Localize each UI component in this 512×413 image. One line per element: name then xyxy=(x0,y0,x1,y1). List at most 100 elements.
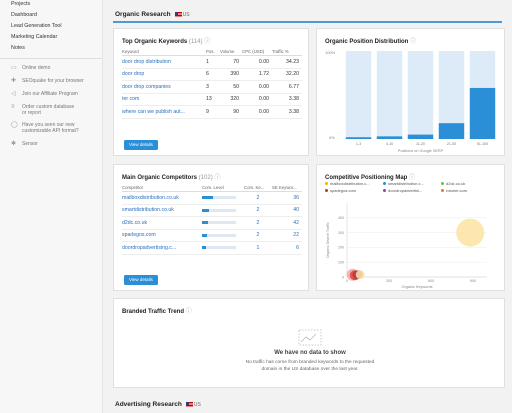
competitors-table: Competitor Com. Level Com. Ke... SE Keyw… xyxy=(122,183,302,255)
position-distribution-chart: 100% 0% 1-3 4-10 11-20 21-50 51-100 Positions o… xyxy=(325,50,496,153)
legend-item[interactable]: doordropadvertisi... xyxy=(383,188,441,193)
competitor-link[interactable]: mailboxdistribution.co.uk xyxy=(122,194,179,201)
col-keyword[interactable]: Keyword xyxy=(122,48,139,54)
position-value: 13 xyxy=(206,96,212,103)
legend-label: smartdistribution.c... xyxy=(388,181,424,186)
sidebar-link-custom-database[interactable]: ≡ Order custom database or report xyxy=(0,104,102,122)
competitor-link[interactable]: d2dc.co.uk xyxy=(122,219,148,226)
keyword-link[interactable]: door drop companies xyxy=(122,83,171,90)
bar[interactable] xyxy=(407,134,434,139)
x-tick-label: 900 xyxy=(470,279,476,283)
col-com-level[interactable]: Com. Level xyxy=(202,184,224,190)
legend-item[interactable]: roturier.com xyxy=(441,188,499,193)
legend-item[interactable]: sparlegos.com xyxy=(325,188,383,193)
info-icon[interactable]: ⓘ xyxy=(214,175,221,181)
com-keywords-value[interactable]: 2 xyxy=(256,194,260,201)
col-com-keywords[interactable]: Com. Ke... xyxy=(244,184,265,190)
card-title: Competitive Positioning Map ⓘ xyxy=(325,172,415,181)
volume-value: 70 xyxy=(233,58,239,65)
main-content: Organic Research US Top Organic Keywords … xyxy=(103,0,512,413)
bar[interactable] xyxy=(438,123,465,139)
table-row: ter com 13 320 0.00 3.38 xyxy=(122,94,302,106)
sidebar-link-api-format[interactable]: ◯ Have you seen our new customizable API… xyxy=(0,122,102,141)
sidebar-item-lead-generation[interactable]: Lead Generation Tool xyxy=(11,23,62,29)
traffic-value: 3.38 xyxy=(288,108,299,115)
keyword-link[interactable]: where can we publish aut... xyxy=(122,108,185,115)
col-cpc[interactable]: CPC (USD) xyxy=(242,48,265,54)
keywords-view-details-button[interactable]: View details xyxy=(124,140,158,150)
table-row: doordropadvertising.c... 1 6 xyxy=(122,242,302,255)
keyword-link[interactable]: door drop xyxy=(122,71,145,78)
competitor-link[interactable]: sparlegos.com xyxy=(122,232,156,239)
se-keywords-value[interactable]: 6 xyxy=(296,244,299,251)
sidebar-link-seoquake[interactable]: ✚ SEOquake for your browser xyxy=(0,78,102,91)
se-keywords-value[interactable]: 36 xyxy=(293,194,299,201)
legend-dot-icon xyxy=(441,182,444,186)
sidebar-item-projects[interactable]: Projects xyxy=(11,1,31,7)
info-icon[interactable]: ⓘ xyxy=(409,175,416,181)
table-row: door drop 6 390 1.72 32.20 xyxy=(122,69,302,81)
col-competitor[interactable]: Competitor xyxy=(122,184,144,190)
bar-background xyxy=(376,51,403,139)
cpc-value: 0.00 xyxy=(258,108,269,115)
col-se-keywords[interactable]: SE Keywor... xyxy=(272,184,297,190)
main-organic-competitors-card: Main Organic Competitors (102) ⓘ Competi… xyxy=(113,164,309,291)
com-keywords-value[interactable]: 2 xyxy=(256,232,260,239)
x-tick-label: 0 xyxy=(346,279,348,283)
sidebar-link-label: Online demo xyxy=(22,65,51,71)
col-traffic[interactable]: Traffic % xyxy=(272,48,289,54)
legend-dot-icon xyxy=(441,189,444,193)
info-icon[interactable]: ⓘ xyxy=(185,309,192,315)
bar[interactable] xyxy=(376,136,403,139)
com-keywords-value[interactable]: 2 xyxy=(256,219,260,226)
sidebar-link-label: Join our Affiliate Program xyxy=(22,91,78,97)
sidebar-link-label: Sensor xyxy=(22,141,38,147)
info-icon[interactable]: ⓘ xyxy=(204,39,211,45)
competitor-link[interactable]: smartdistribution.co.uk xyxy=(122,207,174,214)
se-keywords-value[interactable]: 40 xyxy=(293,207,299,214)
country-code: US xyxy=(182,12,190,18)
legend-item[interactable]: mailboxdistribution.c... xyxy=(325,181,383,186)
sidebar-link-affiliate[interactable]: ◁ Join our Affiliate Program xyxy=(0,91,102,104)
x-tick-label: 21-50 xyxy=(447,142,456,146)
scatter-point[interactable] xyxy=(355,270,365,280)
scatter-point[interactable] xyxy=(456,218,485,247)
keyword-link[interactable]: door drop distribution xyxy=(122,58,171,65)
traffic-value: 32.20 xyxy=(286,71,299,78)
keyword-count: (114) xyxy=(188,39,203,45)
card-title: Branded Traffic Trend ⓘ xyxy=(122,306,192,315)
bar-background xyxy=(345,51,372,139)
legend-dot-icon xyxy=(325,182,328,186)
competitors-view-details-button[interactable]: View details xyxy=(124,275,158,285)
table-row: mailboxdistribution.co.uk 2 36 xyxy=(122,192,302,205)
competitor-link[interactable]: doordropadvertising.c... xyxy=(122,244,177,251)
info-icon[interactable]: ⓘ xyxy=(410,39,417,45)
position-value: 6 xyxy=(206,71,209,78)
keyword-link[interactable]: ter com xyxy=(122,96,140,103)
x-tick-label: 300 xyxy=(386,279,392,283)
com-level-bar xyxy=(202,246,244,250)
bar[interactable] xyxy=(469,87,496,139)
com-keywords-value[interactable]: 2 xyxy=(256,207,260,214)
competitive-positioning-map-card: Competitive Positioning Map ⓘ mailboxdis… xyxy=(316,164,505,291)
col-volume[interactable]: Volume xyxy=(220,48,235,54)
sidebar-link-sensor[interactable]: ✱ Sensor xyxy=(0,141,102,154)
legend-item[interactable]: smartdistribution.c... xyxy=(383,181,441,186)
col-pos[interactable]: Pos. xyxy=(206,48,215,54)
bar[interactable] xyxy=(345,137,372,139)
card-title-text: Main Organic Competitors xyxy=(122,175,198,181)
y-axis-label: Organic Search Traffic xyxy=(326,222,330,258)
sidebar-item-notes[interactable]: Notes xyxy=(11,45,25,51)
sensor-icon: ✱ xyxy=(11,141,17,147)
sidebar-item-dashboard[interactable]: Dashboard xyxy=(11,12,37,18)
sidebar-item-marketing-calendar[interactable]: Marketing Calendar xyxy=(11,34,58,40)
com-keywords-value[interactable]: 1 xyxy=(256,244,260,251)
se-keywords-value[interactable]: 42 xyxy=(293,219,299,226)
sidebar-link-online-demo[interactable]: ▭ Online demo xyxy=(0,65,102,78)
table-row: where can we publish aut... 9 90 0.00 3.38 xyxy=(122,106,302,119)
sidebar-link-label: SEOquake for your browser xyxy=(22,78,84,84)
empty-state-text-1: No traffic has come from branded keyword… xyxy=(245,360,375,365)
x-tick-label: 11-20 xyxy=(416,142,425,146)
legend-item[interactable]: d2dc.co.uk xyxy=(441,181,499,186)
se-keywords-value[interactable]: 22 xyxy=(293,232,299,239)
